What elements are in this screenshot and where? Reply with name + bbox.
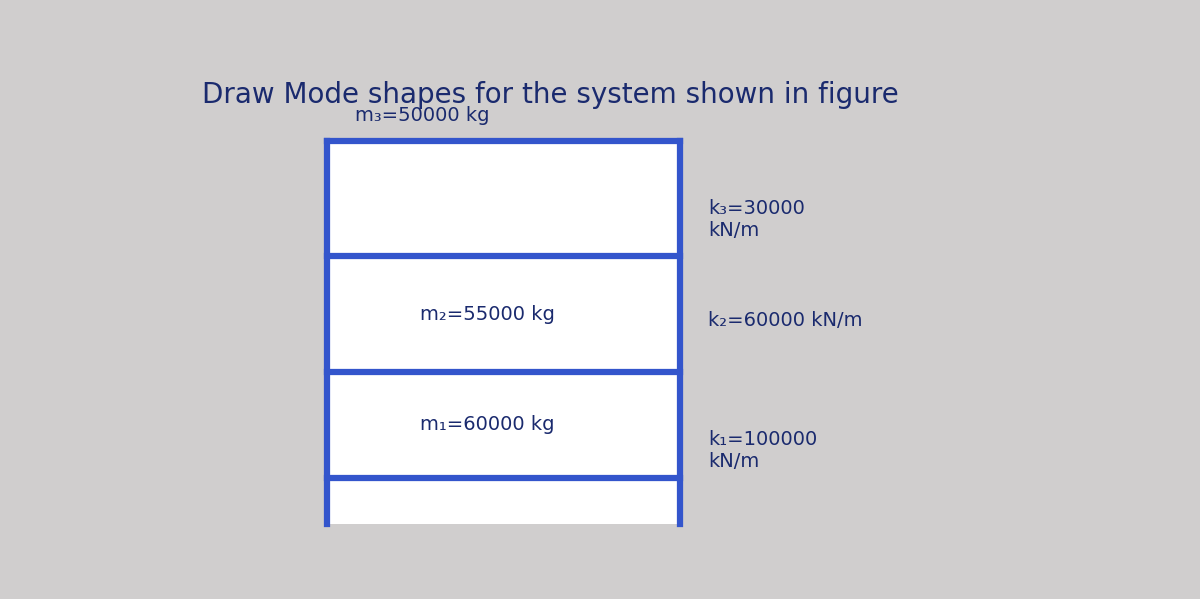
- Bar: [326, 141, 680, 524]
- Text: Draw Mode shapes for the system shown in figure: Draw Mode shapes for the system shown in…: [202, 81, 899, 109]
- Text: m₃=50000 kg: m₃=50000 kg: [355, 106, 490, 125]
- Text: m₂=55000 kg: m₂=55000 kg: [420, 304, 554, 323]
- Text: k₂=60000 kN/m: k₂=60000 kN/m: [708, 311, 863, 331]
- Text: k₁=100000
kN/m: k₁=100000 kN/m: [708, 429, 817, 471]
- Text: m₁=60000 kg: m₁=60000 kg: [420, 415, 554, 434]
- Text: k₃=30000
kN/m: k₃=30000 kN/m: [708, 199, 805, 240]
